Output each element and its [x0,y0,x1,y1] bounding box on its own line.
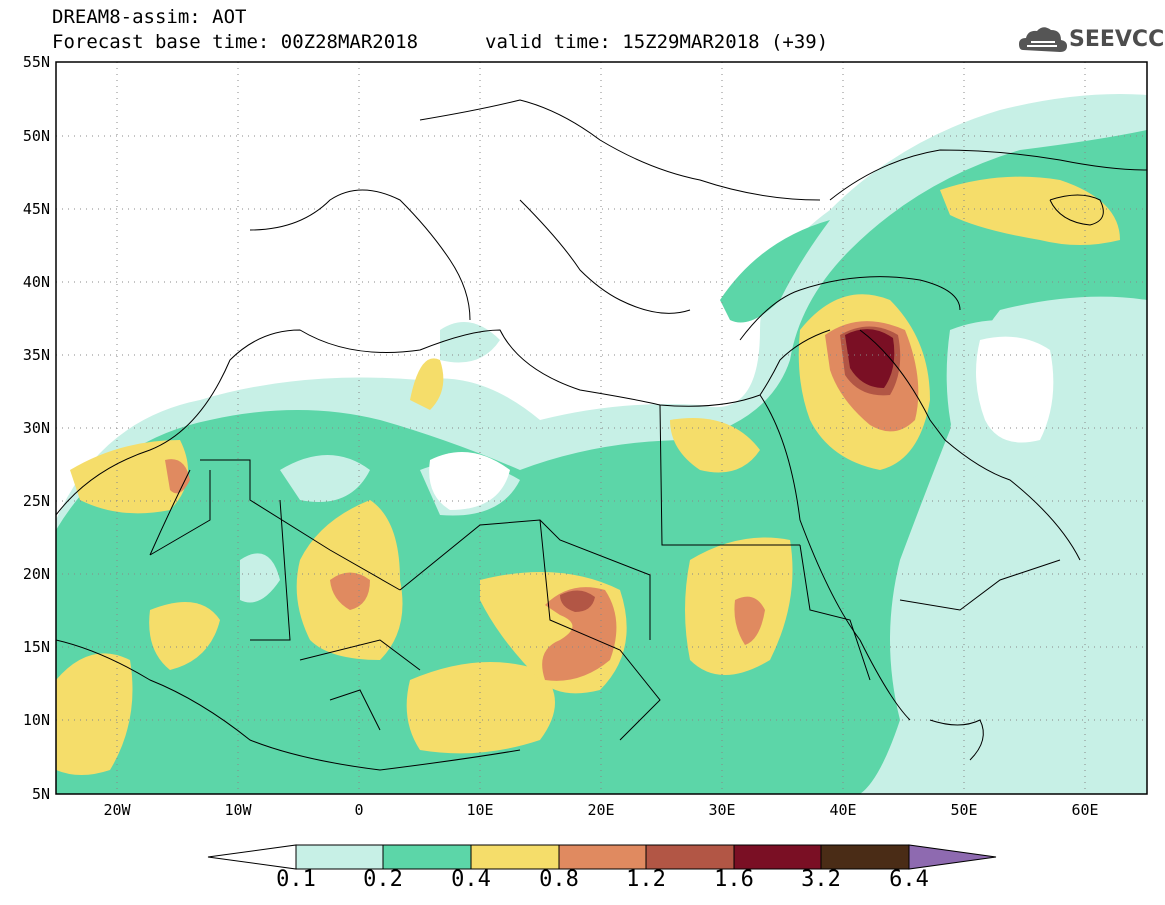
lat-label: 50N [23,127,50,145]
latitude-labels: 55N 50N 45N 40N 35N 30N 25N 20N 15N 10N … [23,53,50,803]
colorbar-label: 0.8 [539,867,579,892]
colorbar-swatch [645,844,735,870]
lon-label: 0 [354,801,363,819]
colorbar-low-arrow [207,844,297,870]
lon-label: 30E [708,801,735,819]
colorbar-label: 0.2 [363,867,403,892]
logo-text: SEEVCCC [1069,27,1165,52]
colorbar-label: 0.4 [451,867,491,892]
colorbar-swatch [733,844,822,870]
lon-label: 60E [1071,801,1098,819]
lat-label: 5N [32,785,50,803]
lon-label: 40E [829,801,856,819]
colorbar-swatch [558,844,647,870]
colorbar-label: 0.1 [276,867,316,892]
lat-label: 10N [23,711,50,729]
longitude-labels: 20W 10W 0 10E 20E 30E 40E 50E 60E [103,801,1098,819]
colorbar-swatch [470,844,560,870]
colorbar-label: 1.2 [626,867,666,892]
colorbar-label: 1.6 [714,867,754,892]
lon-label: 20E [587,801,614,819]
lat-label: 25N [23,492,50,510]
lon-label: 10E [466,801,493,819]
forecast-base-time: Forecast base time: 00Z28MAR2018 [52,31,419,53]
lat-label: 30N [23,419,50,437]
colorbar-high-arrow [908,844,997,870]
lat-label: 15N [23,638,50,656]
colorbar [207,844,997,870]
colorbar-swatch [382,844,472,870]
colorbar-label: 3.2 [801,867,841,892]
lon-label: 50E [950,801,977,819]
colorbar-swatch [295,844,384,870]
map-title: DREAM8-assim: AOT [52,6,247,28]
lat-label: 55N [23,53,50,71]
lat-label: 20N [23,565,50,583]
lat-label: 40N [23,273,50,291]
aot-field [56,62,1147,794]
colorbar-swatch [820,844,910,870]
lat-label: 45N [23,200,50,218]
map-frame [55,61,1148,795]
colorbar-label: 6.4 [889,867,929,892]
cloud-logo-icon [1019,27,1067,52]
lon-label: 20W [103,801,131,819]
lat-label: 35N [23,346,50,364]
valid-time: valid time: 15Z29MAR2018 (+39) [485,31,829,53]
lon-label: 10W [224,801,252,819]
